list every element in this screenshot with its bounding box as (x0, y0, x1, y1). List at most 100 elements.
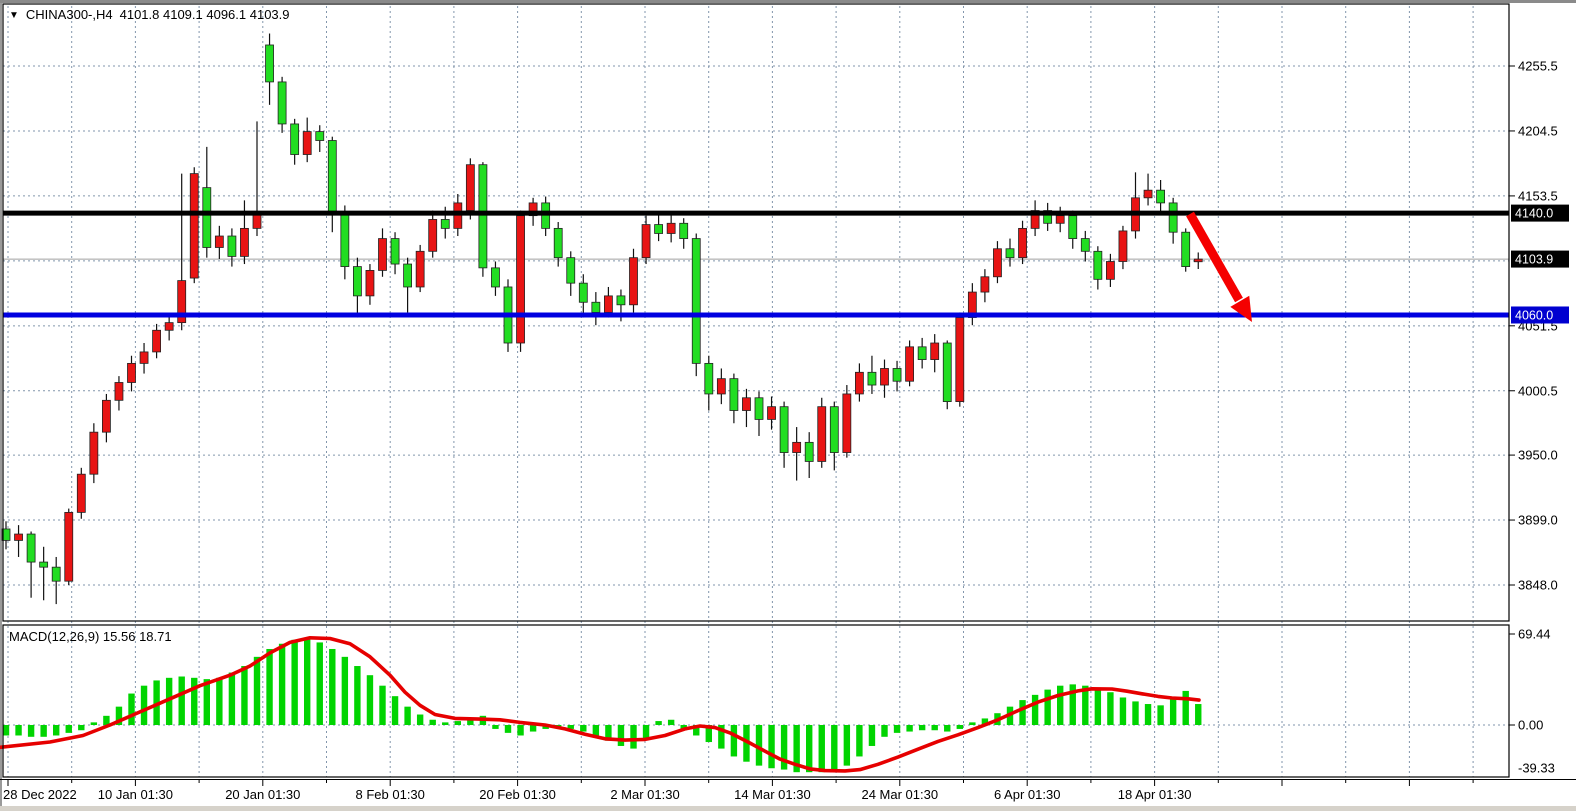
macd-histogram-bar (103, 715, 110, 725)
macd-histogram-bar (1169, 697, 1177, 725)
candle-up (993, 248, 1002, 278)
candle-down (892, 368, 902, 382)
macd-histogram-bar (278, 643, 286, 725)
candle-down (26, 533, 36, 563)
candle-down (390, 238, 400, 265)
macd-histogram-bar (655, 721, 662, 725)
price-badge (1511, 250, 1569, 268)
candle-up (164, 322, 174, 331)
macd-histogram-bar (529, 725, 537, 732)
macd-scale-label: 0.00 (1518, 718, 1543, 733)
macd-histogram-bar (743, 725, 750, 762)
macd-histogram-bar (454, 721, 461, 725)
candle-down (277, 81, 287, 125)
macd-histogram-bar (115, 706, 123, 725)
macd-histogram-bar (705, 725, 712, 743)
candle-down (553, 227, 563, 259)
candle-up (817, 406, 827, 462)
macd-histogram-bar (304, 638, 311, 725)
trend-arrow-shaft[interactable] (1186, 211, 1243, 303)
macd-histogram-bar (793, 725, 800, 773)
candle-up (842, 393, 852, 453)
candle-up (955, 317, 965, 402)
price-axis-label: 3848.0 (1518, 577, 1558, 592)
time-axis-label: 6 Apr 01:30 (994, 787, 1061, 802)
candle-down (51, 566, 61, 582)
candle-up (1018, 227, 1027, 259)
candle-down (340, 212, 350, 267)
candle-up (629, 257, 638, 306)
macd-histogram-bar (1107, 692, 1114, 725)
macd-histogram-bar (856, 725, 863, 757)
macd-histogram-bar (128, 693, 135, 725)
candle-up (980, 276, 990, 293)
candle-down (679, 222, 689, 239)
price-badge-label: 4140.0 (1515, 207, 1553, 221)
candle-down (829, 406, 839, 453)
candle-up (742, 397, 751, 411)
main-chart-border (2, 3, 1510, 622)
candle-up (792, 441, 802, 453)
macd-histogram-bar (567, 725, 574, 729)
macd-histogram-bar (956, 725, 963, 729)
candle-down (315, 131, 325, 141)
macd-scale-label: 69.44 (1518, 626, 1551, 641)
candle-down (491, 267, 500, 288)
candle-down (654, 224, 663, 234)
candle-up (453, 202, 463, 229)
macd-signal-line (0, 635, 1201, 773)
candle-up (516, 215, 525, 344)
macd-histogram-bar (492, 725, 499, 729)
candle-up (967, 291, 977, 318)
candle-up (14, 533, 23, 541)
macd-histogram-bar (1094, 688, 1102, 725)
candle-down (1068, 215, 1078, 239)
macd-histogram-bar (981, 718, 989, 725)
candle-up (302, 131, 312, 155)
macd-histogram-bar (693, 725, 700, 736)
macd-histogram-bar (329, 648, 336, 725)
candle-down (1005, 248, 1015, 259)
candle-down (591, 301, 601, 313)
macd-scale-label: -39.33 (1518, 761, 1555, 776)
candle-down (1093, 250, 1103, 280)
macd-histogram-bar (1182, 690, 1189, 725)
window-left-edge (0, 3, 2, 806)
macd-histogram-bar (291, 639, 298, 725)
macd-histogram-bar (404, 706, 411, 725)
candle-up (1106, 261, 1115, 280)
candle-up (528, 202, 538, 217)
macd-histogram-bar (1082, 685, 1089, 725)
macd-histogram-bar (366, 675, 374, 725)
candle-up (64, 511, 74, 582)
macd-histogram-bar (542, 725, 549, 729)
candle-down (202, 187, 212, 248)
time-axis-label: 28 Dec 2022 (3, 787, 77, 802)
symbol-dropdown-icon[interactable]: ▼ (9, 9, 19, 21)
price-badge (1511, 306, 1569, 324)
macd-histogram-bar (65, 725, 72, 733)
macd-histogram-bar (178, 676, 185, 725)
macd-histogram-bar (191, 677, 198, 725)
candle-down (779, 406, 789, 453)
macd-histogram-bar (969, 722, 976, 725)
macd-histogram-bar (228, 672, 236, 725)
macd-histogram-bar (90, 722, 98, 725)
price-badge (1511, 204, 1569, 222)
candle-up (114, 382, 124, 401)
candle-up (214, 235, 224, 248)
candle-down (691, 238, 701, 364)
macd-histogram-bar (718, 725, 725, 749)
candle-up (716, 378, 726, 395)
candle-up (189, 173, 199, 279)
candle-down (541, 202, 551, 229)
macd-histogram-bar (266, 648, 273, 725)
candle-down (1080, 238, 1090, 252)
macd-histogram-bar (642, 725, 650, 739)
candle-down (478, 164, 488, 269)
trend-arrow-head[interactable] (1230, 295, 1252, 322)
candle-down (265, 44, 274, 83)
macd-histogram-bar (1119, 697, 1127, 725)
macd-histogram-bar (379, 685, 386, 725)
